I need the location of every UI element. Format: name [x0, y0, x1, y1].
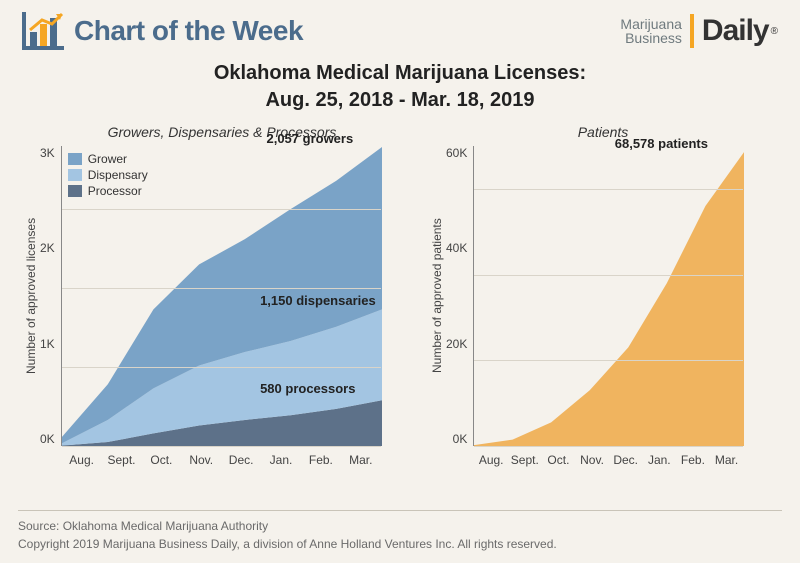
x-tick: Mar. [710, 453, 744, 467]
left-x-axis: Aug.Sept.Oct.Nov.Dec.Jan.Feb.Mar. [62, 447, 381, 467]
right-y-label: Number of approved patients [428, 146, 446, 446]
x-tick: Sept. [102, 453, 142, 467]
right-x-axis: Aug.Sept.Oct.Nov.Dec.Jan.Feb.Mar. [474, 447, 743, 467]
mjbiz-daily: Daily [702, 14, 769, 48]
left-chart-panel: Growers, Dispensaries & Processors Numbe… [22, 124, 422, 446]
axis-tick: 0K [40, 432, 55, 446]
right-subtitle: Patients [428, 124, 778, 140]
header: Chart of the Week Marijuana Business Dai… [0, 0, 800, 56]
axis-tick: 40K [446, 241, 467, 255]
gridline [62, 209, 381, 210]
left-plot: GrowerDispensaryProcessor Aug.Sept.Oct.N… [61, 146, 381, 446]
chart-of-the-week-brand: Chart of the Week [22, 12, 303, 50]
charts-row: Growers, Dispensaries & Processors Numbe… [0, 114, 800, 446]
title-line-1: Oklahoma Medical Marijuana Licenses: [0, 60, 800, 87]
legend-item: Grower [68, 152, 148, 166]
callout-label: 2,057 growers [266, 131, 353, 146]
gridline [474, 446, 743, 447]
gridline [474, 189, 743, 190]
callout-label: 68,578 patients [615, 136, 708, 151]
x-tick: Aug. [62, 453, 102, 467]
x-tick: Jan. [261, 453, 301, 467]
gridline [62, 367, 381, 368]
x-tick: Oct. [542, 453, 576, 467]
x-tick: Jan. [642, 453, 676, 467]
left-legend: Grower Dispensary Processor [68, 152, 148, 200]
axis-tick: 3K [40, 146, 55, 160]
x-tick: Aug. [474, 453, 508, 467]
area-patients [474, 152, 744, 446]
axis-tick: 2K [40, 241, 55, 255]
x-tick: Feb. [301, 453, 341, 467]
x-tick: Dec. [221, 453, 261, 467]
callout-label: 1,150 dispensaries [260, 293, 376, 308]
gridline [474, 275, 743, 276]
gridline [474, 360, 743, 361]
mjbiz-text: Marijuana Business [620, 17, 681, 45]
x-tick: Dec. [609, 453, 643, 467]
footer-source: Source: Oklahoma Medical Marijuana Autho… [18, 517, 782, 535]
right-y-axis: 60K 40K 20K 0K [446, 146, 473, 446]
mjbiz-divider [690, 14, 694, 48]
cotw-label: Chart of the Week [74, 15, 303, 47]
x-tick: Mar. [341, 453, 381, 467]
left-plot-wrap: Number of approved licenses 3K 2K 1K 0K Gro… [22, 146, 422, 446]
left-subtitle: Growers, Dispensaries & Processors [22, 124, 422, 140]
legend-swatch [68, 185, 82, 197]
x-tick: Feb. [676, 453, 710, 467]
axis-tick: 1K [40, 337, 55, 351]
legend-swatch [68, 153, 82, 165]
mjbiz-line1: Marijuana [620, 17, 681, 31]
legend-item: Dispensary [68, 168, 148, 182]
right-area-svg [474, 146, 744, 446]
bar-chart-icon [22, 12, 64, 50]
left-y-label: Number of approved licenses [22, 146, 40, 446]
legend-label: Processor [88, 184, 142, 198]
registered-icon: ® [771, 26, 778, 37]
main-title: Oklahoma Medical Marijuana Licenses: Aug… [0, 60, 800, 114]
footer-copyright: Copyright 2019 Marijuana Business Daily,… [18, 535, 782, 553]
footer: Source: Oklahoma Medical Marijuana Autho… [18, 510, 782, 553]
mjbiz-line2: Business [620, 31, 681, 45]
mjbiz-logo: Marijuana Business Daily ® [620, 14, 778, 48]
title-line-2: Aug. 25, 2018 - Mar. 18, 2019 [0, 87, 800, 114]
right-plot: Aug.Sept.Oct.Nov.Dec.Jan.Feb.Mar. 68,578… [473, 146, 743, 446]
x-tick: Oct. [141, 453, 181, 467]
axis-tick: 60K [446, 146, 467, 160]
callout-label: 580 processors [260, 381, 355, 396]
legend-label: Grower [88, 152, 127, 166]
right-chart-panel: Patients Number of approved patients 60K… [428, 124, 778, 446]
gridline [62, 446, 381, 447]
x-tick: Nov. [575, 453, 609, 467]
right-plot-wrap: Number of approved patients 60K40K20K0K … [428, 146, 778, 446]
x-tick: Nov. [181, 453, 221, 467]
x-tick: Sept. [508, 453, 542, 467]
gridline [62, 288, 381, 289]
axis-tick: 20K [446, 337, 467, 351]
left-y-axis: 3K 2K 1K 0K [40, 146, 61, 446]
axis-tick: 0K [453, 432, 468, 446]
legend-item: Processor [68, 184, 148, 198]
legend-swatch [68, 169, 82, 181]
legend-label: Dispensary [88, 168, 148, 182]
